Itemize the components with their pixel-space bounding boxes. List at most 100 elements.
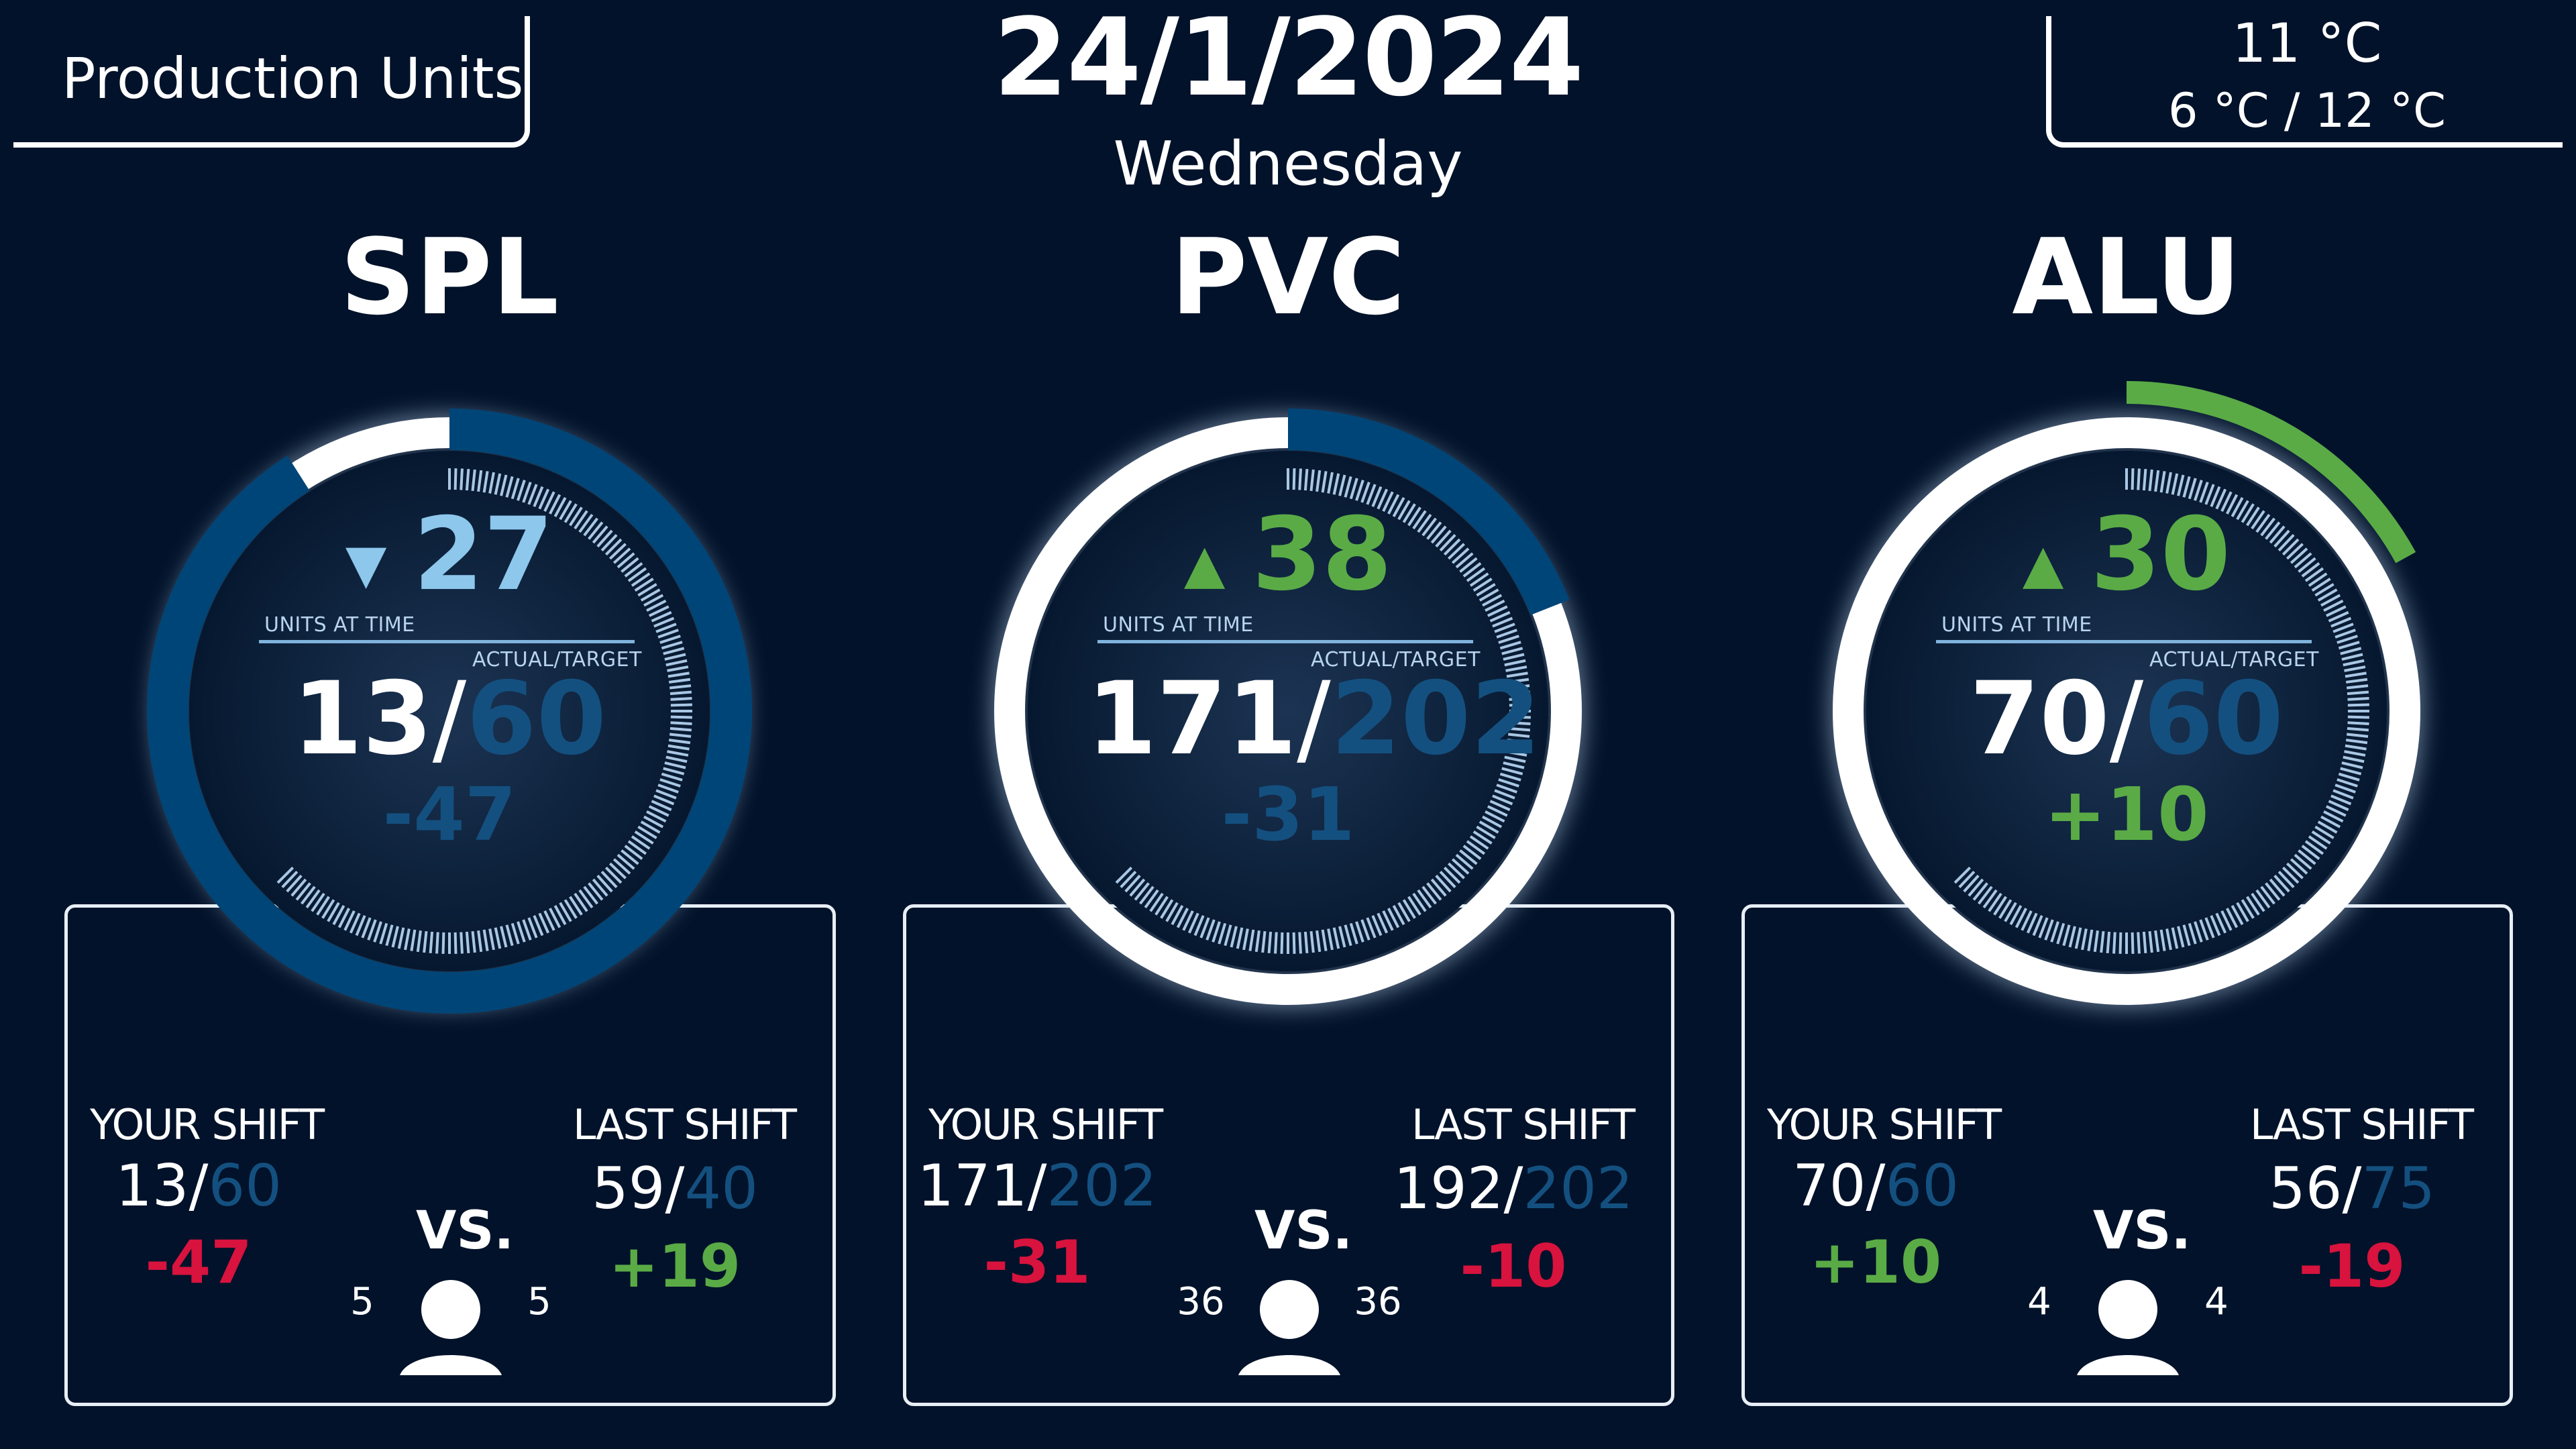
target-value: 60 [2143, 661, 2284, 777]
gauge-separator-line [1936, 640, 2312, 643]
last-shift-value: 192/202 [1379, 1155, 1648, 1222]
slash-separator: / [1866, 1152, 1886, 1220]
last-shift-difference: +19 [608, 1232, 741, 1301]
gauge-tick-marks [276, 468, 692, 954]
units-at-time-row: ▲ 38 [1087, 496, 1489, 613]
person-icon [397, 1275, 504, 1382]
last-shift-difference: -10 [1460, 1232, 1567, 1301]
unit-title: ALU [2012, 216, 2241, 338]
last-shift-target: 202 [1523, 1155, 1633, 1222]
last-shift-value: 59/40 [541, 1155, 809, 1222]
your-shift-actual: 13 [115, 1152, 189, 1220]
triangle-up-icon: ▲ [1183, 533, 1226, 595]
operator-count-right: 36 [1354, 1280, 1402, 1324]
last-shift-label: LAST SHIFT [2250, 1100, 2474, 1149]
gauge-inner-disk [1866, 451, 2387, 971]
units-at-time-caption: UNITS AT TIME [1941, 613, 2092, 637]
last-shift-label: LAST SHIFT [573, 1100, 797, 1149]
actual-target-caption: ACTUAL/TARGET [1311, 648, 1481, 672]
actual-target-value: 70/60 [1925, 661, 2328, 777]
slash-separator: / [2109, 661, 2144, 777]
slash-separator: / [1503, 1155, 1523, 1222]
person-icon [2074, 1275, 2182, 1382]
last-shift-actual: 192 [1393, 1155, 1504, 1222]
slash-separator: / [432, 661, 467, 777]
gauge [953, 376, 1623, 1046]
target-value: 60 [466, 661, 607, 777]
your-shift-difference: +10 [1809, 1228, 1942, 1297]
gauge-inner-disk [1028, 451, 1548, 971]
actual-target-value: 171/202 [1087, 661, 1541, 777]
person-icon [1236, 1275, 1343, 1382]
unit-title: SPL [339, 216, 559, 338]
actual-value: 13 [292, 661, 433, 777]
your-shift-value: 70/60 [1741, 1152, 2010, 1220]
last-shift-target: 40 [684, 1155, 758, 1222]
slash-separator: / [1297, 661, 1331, 777]
gauge-svg [147, 409, 752, 1014]
units-at-time-caption: UNITS AT TIME [264, 613, 415, 637]
your-shift-label: YOUR SHIFT [90, 1100, 325, 1149]
slash-separator: / [2342, 1155, 2362, 1222]
actual-value: 70 [1969, 661, 2110, 777]
your-shift-actual: 171 [917, 1152, 1028, 1220]
gauge-difference: -47 [382, 771, 517, 857]
your-shift-label: YOUR SHIFT [928, 1100, 1163, 1149]
operator-count-left: 4 [2027, 1280, 2051, 1324]
last-shift-value: 56/75 [2218, 1155, 2486, 1222]
gauge-inner-disk [189, 451, 710, 971]
gauge-separator-line [1097, 640, 1473, 643]
your-shift-value: 13/60 [64, 1152, 333, 1220]
units-at-time-row: ▼ 27 [248, 496, 651, 613]
gauge-track-ring [1833, 417, 2420, 1005]
your-shift-value: 171/202 [903, 1152, 1171, 1220]
units-at-time-caption: UNITS AT TIME [1103, 613, 1254, 637]
unit-title: PVC [1171, 216, 1405, 338]
slash-separator: / [1027, 1152, 1047, 1220]
gauge-svg [1831, 381, 2422, 1006]
target-value: 202 [1330, 661, 1541, 777]
your-shift-target: 60 [1885, 1152, 1959, 1220]
gauge [1791, 376, 2462, 1046]
last-shift-label: LAST SHIFT [1411, 1100, 1635, 1149]
current-temperature: 11 °C [2232, 12, 2382, 74]
operator-count-right: 4 [2204, 1280, 2229, 1324]
actual-target-caption: ACTUAL/TARGET [2149, 648, 2319, 672]
actual-value: 171 [1087, 661, 1297, 777]
your-shift-target: 202 [1046, 1152, 1157, 1220]
gauge [114, 376, 785, 1046]
gauge-progress-arc [2126, 381, 2416, 564]
operator-count-left: 36 [1177, 1280, 1225, 1324]
production-units-label: Production Units [62, 46, 524, 111]
temperature-range: 6 °C / 12 °C [2168, 83, 2446, 138]
gauge-tick-marks [1953, 468, 2369, 954]
current-date: 24/1/2024 [993, 0, 1584, 120]
last-shift-actual: 59 [592, 1155, 665, 1222]
last-shift-actual: 56 [2269, 1155, 2343, 1222]
triangle-up-icon: ▲ [2022, 533, 2064, 595]
units-at-time-row: ▲ 30 [1925, 496, 2328, 613]
gauge-progress-arc [147, 409, 752, 1014]
vs-label: VS. [2093, 1201, 2192, 1261]
current-weekday: Wednesday [1113, 129, 1463, 199]
gauge-svg [993, 409, 1583, 1006]
slash-separator: / [665, 1155, 685, 1222]
slash-separator: / [189, 1152, 209, 1220]
operator-count-left: 5 [350, 1280, 374, 1324]
your-shift-difference: -47 [145, 1228, 252, 1297]
gauge-progress-arc [1287, 409, 1570, 615]
vs-label: VS. [416, 1201, 515, 1261]
units-at-time-value: 30 [2090, 496, 2231, 613]
units-at-time-value: 27 [413, 496, 554, 613]
operator-count-right: 5 [527, 1280, 551, 1324]
triangle-down-icon: ▼ [345, 533, 387, 595]
units-at-time-value: 38 [1252, 496, 1393, 613]
your-shift-actual: 70 [1792, 1152, 1866, 1220]
gauge-difference: -31 [1221, 771, 1355, 857]
last-shift-target: 75 [2361, 1155, 2435, 1222]
gauge-tick-marks [1115, 468, 1531, 954]
your-shift-label: YOUR SHIFT [1767, 1100, 2002, 1149]
vs-label: VS. [1254, 1201, 1353, 1261]
actual-target-value: 13/60 [248, 661, 651, 777]
actual-target-caption: ACTUAL/TARGET [472, 648, 642, 672]
